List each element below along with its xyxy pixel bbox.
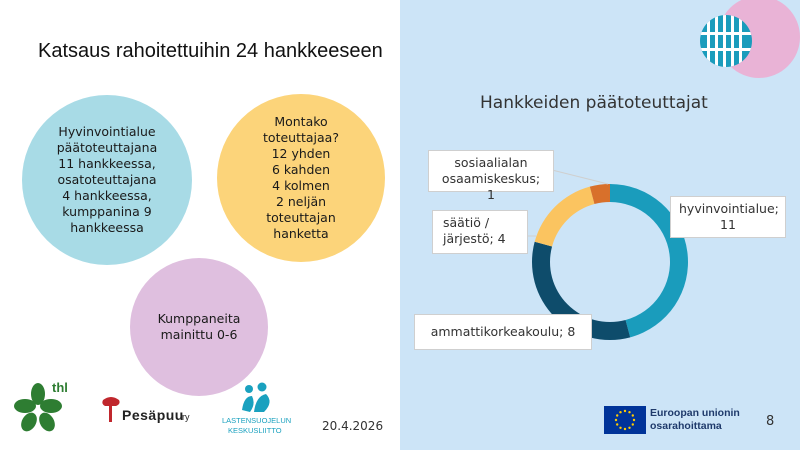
bubble-2-line: Montako xyxy=(274,114,328,129)
callout-line: järjestö; 4 xyxy=(443,231,506,246)
bubble-1-text: Hyvinvointialue päätoteuttajana 11 hankk… xyxy=(43,124,172,236)
eu-star-icon xyxy=(619,411,622,414)
donut-slice-sosiaalialan-osaamiskeskus xyxy=(589,184,610,205)
callout-osaamiskeskus: sosiaalialan osaamiskeskus; 1 xyxy=(428,150,554,202)
callout-line: osaamiskeskus; 1 xyxy=(441,171,541,202)
right-panel: Hankkeiden päätoteuttajat hyvinvointialu… xyxy=(400,0,800,450)
eu-star-icon xyxy=(623,409,627,413)
callout-line: säätiö / xyxy=(443,215,490,230)
eu-star-icon xyxy=(616,414,619,417)
bubble-1-line: hankkeessa xyxy=(70,220,144,235)
eu-star-icon xyxy=(631,414,634,417)
callout-saatio: säätiö / järjestö; 4 xyxy=(432,210,528,254)
eu-star-icon xyxy=(614,418,618,422)
donut-slice-hyvinvointialue xyxy=(610,184,688,338)
eu-star-icon xyxy=(628,411,631,414)
bubble-3-line: mainittu 0-6 xyxy=(160,327,238,342)
pesapuu-name: Pesäpuu xyxy=(122,407,184,423)
eu-star-icon xyxy=(616,423,619,426)
thl-logo: thl xyxy=(14,380,74,436)
callout-hyvinvointialue: hyvinvointialue; 11 xyxy=(670,196,786,238)
page-number: 8 xyxy=(766,414,775,429)
eu-star-icon xyxy=(631,423,634,426)
bubble-1-line: kumppanina 9 xyxy=(62,204,152,219)
pesapuu-tree-icon xyxy=(102,397,120,422)
bubble-1-line: osatoteuttajana xyxy=(57,172,157,187)
bubble-1-line: 4 hankkeessa, xyxy=(62,188,152,203)
eu-star-icon xyxy=(632,418,636,422)
callout-line: ammattikorkeakoulu; 8 xyxy=(430,324,576,339)
callout-ammattikorkeakoulu: ammattikorkeakoulu; 8 xyxy=(414,314,592,350)
bubble-1-line: Hyvinvointialue xyxy=(58,124,156,139)
bubble-2-text: Montako toteuttajaa? 12 yhden 6 kahden 4… xyxy=(249,114,353,242)
lastensuojelu-text-2: KESKUSLIITTO xyxy=(228,426,282,435)
eu-star-icon xyxy=(628,426,631,429)
lastensuojelu-text-1: LASTENSUOJELUN xyxy=(222,416,292,425)
chart-title: Hankkeiden päätoteuttajat xyxy=(480,93,708,113)
pesapuu-logo: Pesäpuu ry xyxy=(100,394,200,430)
bubble-2-line: 6 kahden xyxy=(271,162,331,177)
bubble-2-line: 4 kolmen xyxy=(272,178,330,193)
bubble-3-line: Kumppaneita xyxy=(157,311,241,326)
bubble-2-line: hanketta xyxy=(273,226,329,241)
thl-logo-text: thl xyxy=(52,380,68,395)
callout-line: hyvinvointialue; xyxy=(679,201,779,216)
slide-date: 20.4.2026 xyxy=(322,419,384,433)
eu-flag-icon xyxy=(604,406,646,434)
striped-circle-logo-icon xyxy=(700,15,752,67)
lastensuojelu-figures-icon xyxy=(242,382,270,412)
donut-slice-säätiö-järjestö xyxy=(534,186,595,247)
pesapuu-suffix: ry xyxy=(182,412,190,422)
eu-funding-text: Euroopan unionin osarahoittama xyxy=(650,407,740,433)
bubble-toteuttajat: Montako toteuttajaa? 12 yhden 6 kahden 4… xyxy=(217,94,385,262)
eu-text-line: Euroopan unionin xyxy=(650,407,740,419)
lastensuojelu-logo: LASTENSUOJELUN KESKUSLIITTO xyxy=(222,382,292,438)
eu-text-line: osarahoittama xyxy=(650,420,722,432)
bubble-2-line: 12 yhden xyxy=(271,146,331,161)
leader-line xyxy=(551,169,609,185)
bubble-2-line: 2 neljän xyxy=(275,194,327,209)
bubble-3-text: Kumppaneita mainittu 0-6 xyxy=(144,311,255,343)
left-panel: Katsaus rahoitettuihin 24 hankkeeseen Hy… xyxy=(14,40,385,438)
eu-star-icon xyxy=(623,427,627,431)
slide-title: Katsaus rahoitettuihin 24 hankkeeseen xyxy=(38,40,383,62)
bubble-2-line: toteuttajaa? xyxy=(263,130,339,145)
bubble-2-line: toteuttajan xyxy=(266,210,336,225)
callout-line: sosiaalialan xyxy=(454,155,528,170)
eu-star-icon xyxy=(619,426,622,429)
thl-flower-icon xyxy=(14,383,62,432)
bubble-1-line: 11 hankkeessa, xyxy=(58,156,156,171)
callout-line: 11 xyxy=(720,217,736,232)
bubble-kumppaneita: Kumppaneita mainittu 0-6 xyxy=(130,258,268,396)
bubble-hyvinvointialue: Hyvinvointialue päätoteuttajana 11 hankk… xyxy=(22,95,192,265)
bubble-1-line: päätoteuttajana xyxy=(56,140,158,155)
